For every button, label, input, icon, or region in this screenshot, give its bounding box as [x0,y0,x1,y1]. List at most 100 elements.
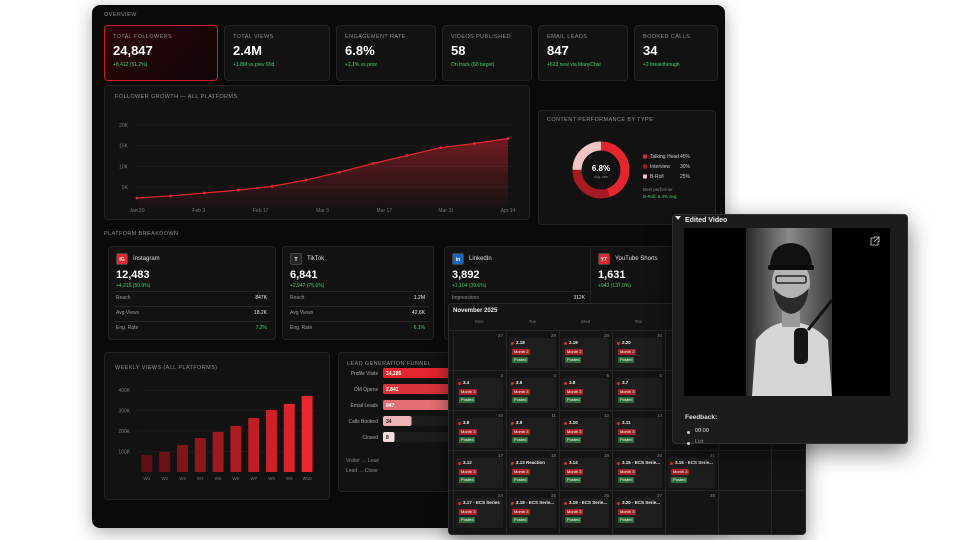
event-status: Posted [512,477,529,483]
event-dot [564,422,567,425]
event-dot [511,382,514,385]
event: 3.20 - ECS Serie... Month 3 Posted [615,498,662,528]
donut-segment [572,141,630,199]
point [472,142,476,145]
event-dot [617,382,620,385]
y-tick-label: 200K [118,429,130,435]
funnel-bar [383,432,395,442]
funnel-value: 8 [386,435,389,441]
y-tick-label: 400K [118,388,130,394]
event-dot [617,422,620,425]
point [135,196,139,200]
calendar-month: November 2025 [453,308,498,314]
date-number: 5 [606,373,609,378]
event-tag: Month 3 [618,509,637,515]
date-number: 11 [551,413,556,418]
event-status: Posted [512,517,529,523]
legend-swatch [643,174,647,179]
kpi-value: 6.8% [345,43,375,58]
metric-label: Avg Views [116,310,140,316]
chart-title: WEEKLY VIEWS (ALL PLATFORMS) [115,365,218,371]
cap-brim [768,265,814,270]
legend-value: 45% [680,154,691,160]
funnel-value: 847 [386,403,395,409]
legend-label: Interview [650,164,670,170]
date-number: 28 [550,333,556,338]
funnel-stage: Profile Visits [351,371,379,377]
bar [194,438,206,472]
event: 3.12 Month 3 Posted [456,458,503,488]
grid-line [449,450,805,451]
grid-line [449,490,805,491]
event-title: 3.4 [463,380,470,385]
metric-label: Avg Views [290,310,314,316]
platform-delta: +4,219 (50.9%) [116,283,151,289]
chart-title: CONTENT PERFORMANCE BY TYPE [547,117,654,123]
event-tag: Month 3 [459,429,478,435]
event-title: 3.17 - ECS Series [463,500,500,505]
event-dot [564,382,567,385]
y-tick-label: 100K [118,450,130,456]
date-number: 13 [656,413,662,418]
event: 3.13 Reaction Month 3 Posted [509,458,556,488]
platform-card: T TikTok 6,841 +2,947 (75.6%) Reach 1.2M Avg V… [282,246,434,340]
event-status: Posted [565,397,582,403]
event-tag: Month 3 [618,389,637,395]
x-tick-label: Jan 20 [129,208,144,214]
event-tag: Month 3 [512,429,531,435]
platform-delta: +2,947 (75.6%) [290,283,325,289]
video-title: Edited Video [685,217,728,224]
weekday: Mon [475,319,484,324]
point [439,146,442,150]
kpi-delta: +2.1% vs prior [345,62,378,68]
kpi-value: 24,847 [113,43,153,58]
bar [177,445,188,472]
area [137,138,508,208]
platform-icon: IG [116,253,128,265]
divider [289,306,429,307]
kpi-value: 847 [547,43,569,58]
date-number: 20 [656,453,662,458]
date-number: 6 [659,373,662,378]
date-number: 21 [709,453,715,458]
x-tick-label: Mar 17 [377,208,393,214]
point [337,170,341,174]
event-status: Posted [671,477,688,483]
funnel-stage: DM Opens [354,387,378,393]
legend-swatch [643,154,647,159]
weekday: Thu [634,319,643,324]
date-number: 10 [497,413,503,418]
feedback-item: 00:00 [695,428,709,434]
metric-label: Eng. Rate [290,325,313,331]
event: 2.18 Month 2 Posted [509,338,556,368]
feedback-bullet [687,431,690,434]
platform-name: TikTok [307,256,325,262]
x-tick-label: W3 [179,476,186,481]
event-title: 3.16 - ECS Serie... [675,460,714,465]
event-title: 3.12 [463,460,472,465]
event-status: Posted [565,517,582,523]
event-title: 3.8 [569,380,576,385]
divider [289,321,429,322]
event-status: Posted [459,397,476,403]
platform-followers: 1,631 [598,269,626,281]
event-tag: Month 2 [618,349,637,355]
bar [141,455,153,472]
event-tag: Month 3 [459,469,478,475]
event-dot [458,382,461,385]
event-status: Posted [512,397,529,403]
legend-value: 30% [680,164,691,170]
event-status: Posted [618,477,635,483]
kpi-delta: +8,412 (51.2%) [113,62,148,68]
event: 3.16 - ECS Serie... Month 3 Posted [668,458,715,488]
funnel-value: 2,841 [386,387,399,393]
kpi-label: BOOKED CALLS [643,34,691,40]
bar [159,451,171,472]
event: 3.6 Month 3 Posted [509,378,556,408]
kpi-label: TOTAL VIEWS [233,34,274,40]
date-number: 19 [603,453,609,458]
event-dot [564,502,567,505]
x-tick-label: Feb 17 [253,208,269,214]
event-status: Posted [618,437,635,443]
